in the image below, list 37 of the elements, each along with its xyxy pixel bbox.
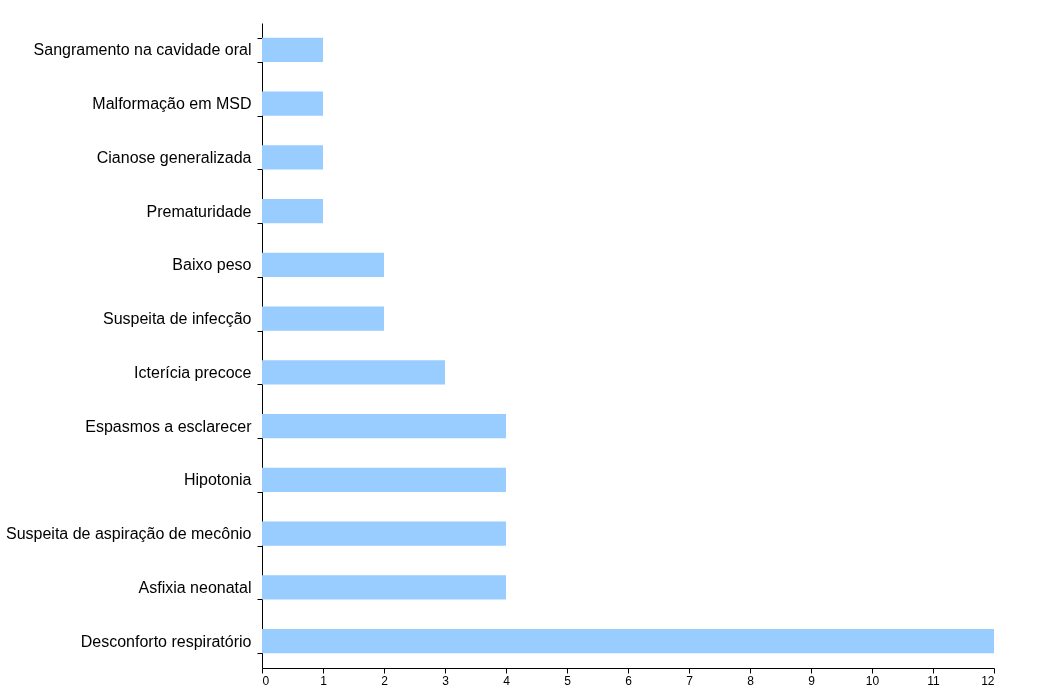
y-tick-label: Baixo peso [172, 256, 252, 274]
y-tick-label: Malformação em MSD [92, 95, 252, 113]
bar [262, 629, 994, 654]
bar [262, 37, 323, 62]
y-tick-label: Suspeita de infecção [102, 310, 252, 328]
y-tick-label: Suspeita de aspiração de mecônio [6, 525, 252, 543]
x-tick-label: 12 [981, 673, 995, 688]
x-tick-label: 10 [865, 673, 880, 688]
x-tick-label: 2 [381, 673, 389, 688]
x-tick-label: 6 [625, 673, 633, 688]
bar [262, 306, 384, 331]
y-tick-label: Desconforto respiratório [80, 632, 252, 650]
x-tick-label: 1 [320, 673, 328, 688]
bar [262, 575, 506, 600]
x-tick-label: 4 [503, 673, 511, 688]
y-tick-label: Sangramento na cavidade oral [33, 41, 252, 59]
x-tick-label: 3 [442, 673, 450, 688]
x-tick-label: 9 [808, 673, 816, 688]
bar [262, 199, 323, 224]
x-tick-label: 7 [686, 673, 694, 688]
bar [262, 252, 384, 277]
y-tick-label: Asfixia neonatal [138, 578, 252, 596]
x-tick-label: 8 [747, 673, 755, 688]
y-tick-label: Espasmos a esclarecer [85, 417, 253, 435]
y-tick-label: Prematuridade [146, 202, 252, 220]
bar [262, 145, 323, 170]
y-tick-label: Icterícia precoce [134, 363, 252, 381]
x-tick-label: 11 [927, 673, 941, 688]
bar [262, 360, 445, 385]
x-tick-label: 0 [262, 673, 270, 688]
y-tick-label: Hipotonia [183, 471, 252, 489]
bar [262, 467, 506, 492]
y-tick-label: Cianose generalizada [96, 148, 252, 166]
bar [262, 91, 323, 116]
x-tick-label: 5 [564, 673, 572, 688]
bar [262, 521, 506, 546]
bar [262, 414, 506, 439]
